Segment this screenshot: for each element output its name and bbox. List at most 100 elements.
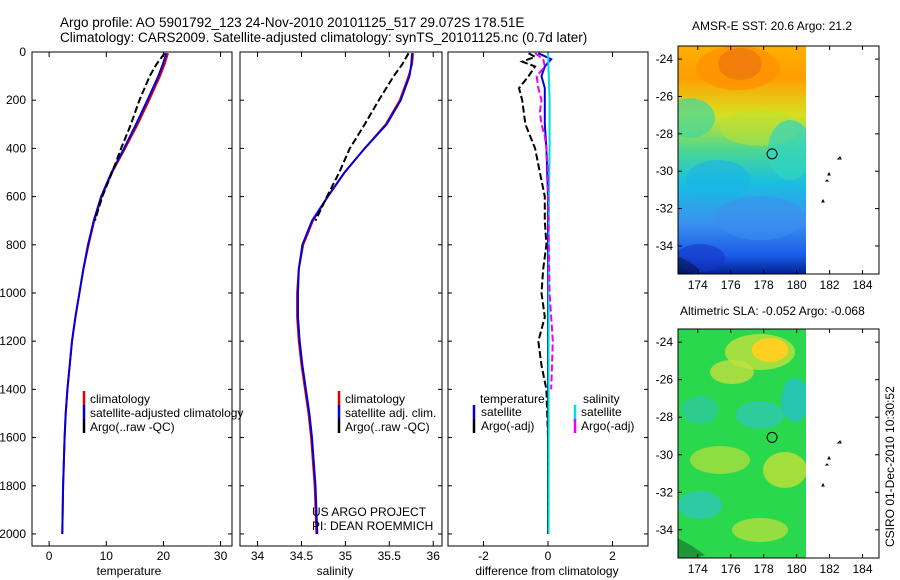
map-y-tick-label: -32 (656, 202, 674, 216)
temperature-x-ticks: 0 10 20 30 (32, 51, 232, 563)
sla-map-panel: Altimetric SLA: -0.052 Argo: -0.068 174 1… (656, 304, 880, 576)
series-line-salinity-satellite (547, 53, 551, 534)
x-tick-label: 0 (46, 549, 53, 563)
map-y-tick-label: -24 (656, 52, 674, 66)
difference-lines (517, 52, 554, 534)
sst-map-ticks: 174 176 178 180 182 184 -24 -26 -28 -30 -32 -34 (656, 46, 879, 292)
map-y-tick-label: -34 (656, 523, 674, 537)
legend-label-sal-argo: Argo(-adj) (581, 419, 634, 433)
y-tick-label: 0 (19, 45, 26, 59)
y-tick-label: 1600 (0, 431, 26, 445)
map-x-tick-label: 184 (853, 278, 873, 292)
map-y-tick-label: -32 (656, 485, 674, 499)
sst-heatmap (678, 46, 806, 274)
y-tick-label: 600 (6, 190, 26, 204)
map-y-tick-label: -30 (656, 164, 674, 178)
temperature-panel: 0 200 400 600 800 1000 1200 1400 1600 1800 2000 0 1… (0, 45, 243, 578)
legend-label-argo: Argo(..raw -QC) (90, 420, 175, 434)
y-tick-label: 800 (6, 238, 26, 252)
legend-label-sal-satellite: satellite (581, 405, 622, 419)
series-line-climatology (61, 52, 169, 535)
legend-label-argo: Argo(..raw -QC) (345, 420, 430, 434)
y-tick-label: 1000 (0, 286, 26, 300)
title-line-1: Argo profile: AO 5901792_123 24-Nov-2010… (60, 15, 524, 30)
x-tick-label: 30 (214, 549, 228, 563)
temperature-xlabel: temperature (97, 564, 162, 578)
legend-label-climatology: climatology (345, 392, 405, 406)
salinity-lines (296, 52, 414, 535)
sst-map-title: AMSR-E SST: 20.6 Argo: 21.2 (692, 19, 852, 33)
map-x-tick-label: 182 (820, 278, 840, 292)
map-y-tick-label: -28 (656, 127, 674, 141)
series-line-satellite-adjusted-climatology (61, 52, 168, 535)
difference-xlabel: difference from climatology (475, 564, 618, 578)
y-tick-label: 2000 (0, 527, 26, 541)
temperature-legend: climatology satellite-adjusted climatolo… (82, 391, 243, 434)
depth-ticks: 0 200 400 600 800 1000 1200 1400 1600 1800 2000 (0, 45, 26, 541)
temperature-lines (61, 52, 169, 535)
map-x-tick-label: 176 (721, 562, 741, 576)
sst-islands (821, 156, 842, 203)
series-line-argo-raw-qc- (314, 52, 410, 222)
y-tick-label: 1400 (0, 382, 26, 396)
credit-line-1: US ARGO PROJECT (312, 505, 427, 519)
x-tick-label: 10 (100, 549, 114, 563)
x-tick-label: 34.5 (290, 549, 314, 563)
sst-profile-marker (766, 148, 778, 160)
x-tick-label: 35.5 (378, 549, 402, 563)
salinity-axes-box (239, 51, 443, 547)
y-tick-label: 400 (6, 141, 26, 155)
legend-label-climatology: climatology (90, 392, 150, 406)
map-x-tick-label: 180 (787, 562, 807, 576)
map-y-tick-label: -26 (656, 89, 674, 103)
map-x-tick-label: 182 (820, 562, 840, 576)
map-x-tick-label: 178 (754, 562, 774, 576)
y-tick-label: 1200 (0, 334, 26, 348)
map-x-tick-label: 184 (853, 562, 873, 576)
sst-map-axes-box (677, 45, 880, 275)
map-x-tick-label: 176 (721, 278, 741, 292)
salinity-xlabel: salinity (317, 564, 354, 578)
side-timestamp: CSIRO 01-Dec-2010 10:30:52 (883, 386, 897, 547)
difference-x-ticks: -2 0 2 (448, 51, 648, 563)
difference-legend: temperature satellite Argo(-adj) salinit… (472, 392, 634, 433)
credit-line-2: PI: DEAN ROEMMICH (312, 519, 433, 533)
salinity-panel: 34 34.5 35 35.5 36 salinity climatology sate… (239, 51, 443, 578)
sla-map-title: Altimetric SLA: -0.052 Argo: -0.068 (680, 304, 865, 318)
map-y-tick-label: -26 (656, 373, 674, 387)
series-line-temperature-argo-adj- (517, 52, 549, 534)
map-x-tick-label: 174 (688, 562, 708, 576)
map-y-tick-label: -24 (656, 335, 674, 349)
map-y-tick-label: -30 (656, 448, 674, 462)
sla-islands (821, 440, 842, 487)
legend-title-temperature: temperature (480, 392, 545, 406)
temperature-axes-box (31, 51, 233, 547)
map-y-tick-label: -34 (656, 239, 674, 253)
x-tick-label: 2 (609, 549, 616, 563)
sla-map-ticks: 174 176 178 180 182 184 -24 -26 -28 -30 -32 -34 (656, 329, 879, 576)
map-x-tick-label: 180 (787, 278, 807, 292)
map-y-tick-label: -28 (656, 410, 674, 424)
legend-label-satellite: satellite-adjusted climatology (90, 406, 243, 420)
sla-heatmap (678, 329, 806, 558)
y-tick-label: 1800 (0, 479, 26, 493)
sla-profile-marker (766, 431, 778, 443)
sst-map-panel: AMSR-E SST: 20.6 Argo: 21.2 174 176 178 180… (656, 19, 880, 292)
legend-label-satellite: satellite adj. clim. (345, 406, 436, 420)
sla-map-axes-box (677, 328, 880, 559)
salinity-x-ticks: 34 34.5 35 35.5 36 (240, 51, 442, 563)
x-tick-label: 35 (339, 549, 353, 563)
x-tick-label: 0 (545, 549, 552, 563)
legend-title-salinity: salinity (583, 392, 620, 406)
x-tick-label: -2 (478, 549, 489, 563)
title-line-2: Climatology: CARS2009. Satellite-adjuste… (60, 30, 587, 45)
difference-panel: -2 0 2 difference from climatology tempera… (447, 51, 649, 578)
x-tick-label: 36 (427, 549, 441, 563)
salinity-legend: climatology satellite adj. clim. Argo(..… (337, 391, 436, 434)
series-line-salinity-argo-adj- (534, 52, 554, 390)
y-tick-label: 200 (6, 93, 26, 107)
series-line-satellite-adj-clim- (297, 53, 414, 535)
legend-label-temp-satellite: satellite (481, 405, 522, 419)
map-x-tick-label: 178 (754, 278, 774, 292)
